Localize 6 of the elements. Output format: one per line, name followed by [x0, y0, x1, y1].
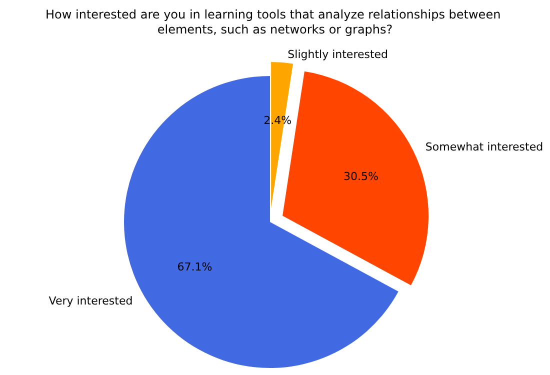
slice-label: Very interested	[48, 294, 133, 308]
data-label: 67.1%	[177, 260, 212, 274]
slice-label: Slightly interested	[288, 48, 388, 61]
data-label: 30.5%	[343, 170, 378, 184]
slice-label: Somewhat interested	[425, 140, 544, 154]
chart-title: How interested are you in learning tools that analyze relationships between elements, such as networks or graphs?	[46, 8, 504, 36]
